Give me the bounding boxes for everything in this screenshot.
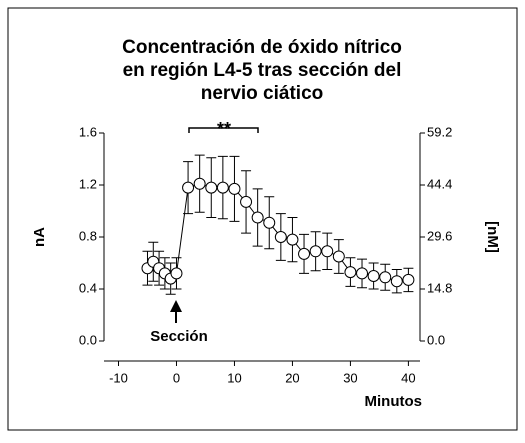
y-tick-label: 0.4 [79, 280, 97, 295]
data-point [170, 267, 183, 280]
x-tick-label: -10 [109, 370, 128, 385]
data-point [367, 270, 380, 282]
y-tick-label: 1.2 [79, 176, 97, 191]
x-tick-label: 10 [227, 370, 241, 385]
data-point [263, 216, 276, 229]
data-point [193, 177, 206, 190]
x-tick-label: 30 [343, 370, 357, 385]
data-point [309, 245, 322, 258]
chart-title: Concentración de óxido nítrico [122, 37, 402, 58]
data-point [251, 211, 264, 224]
y-tick-label: 1.6 [79, 124, 97, 139]
x-tick-label: 20 [285, 370, 299, 385]
y2-tick-label: 59.2 [427, 124, 452, 139]
x-label: Minutos [365, 393, 423, 410]
data-point [274, 231, 287, 243]
chart-title: nervio ciático [201, 83, 324, 104]
data-point [390, 275, 403, 288]
data-point [332, 250, 345, 263]
bracket [188, 127, 259, 133]
annotation: Sección [150, 328, 208, 345]
y2-tick-label: 14.8 [427, 280, 452, 295]
data-point [379, 271, 392, 284]
y-tick-label: 0.8 [79, 228, 97, 243]
chart-title: en región L4-5 tras sección del [123, 60, 402, 81]
y2-tick-label: 44.4 [427, 176, 452, 191]
x-tick-label: 0 [173, 370, 180, 385]
data-point [205, 181, 218, 194]
data-point [240, 195, 253, 208]
data-point [321, 245, 334, 258]
data-point [182, 181, 195, 194]
y2-tick-label: 29.6 [427, 228, 452, 243]
data-point [216, 181, 229, 194]
data-point [298, 247, 311, 260]
y2-tick-label: 0.0 [427, 332, 445, 347]
data-point [344, 266, 357, 279]
annotation: ** [217, 119, 231, 139]
y-label: nA [31, 227, 48, 247]
y-tick-label: 0.0 [79, 332, 97, 347]
y2-label: [nM] [484, 221, 501, 253]
x-tick-label: 40 [401, 370, 415, 385]
data-point [402, 273, 415, 286]
data-point [356, 267, 369, 280]
data-point [228, 182, 241, 195]
frame [7, 7, 518, 431]
arrow-head [170, 300, 182, 312]
data-point [286, 233, 299, 246]
